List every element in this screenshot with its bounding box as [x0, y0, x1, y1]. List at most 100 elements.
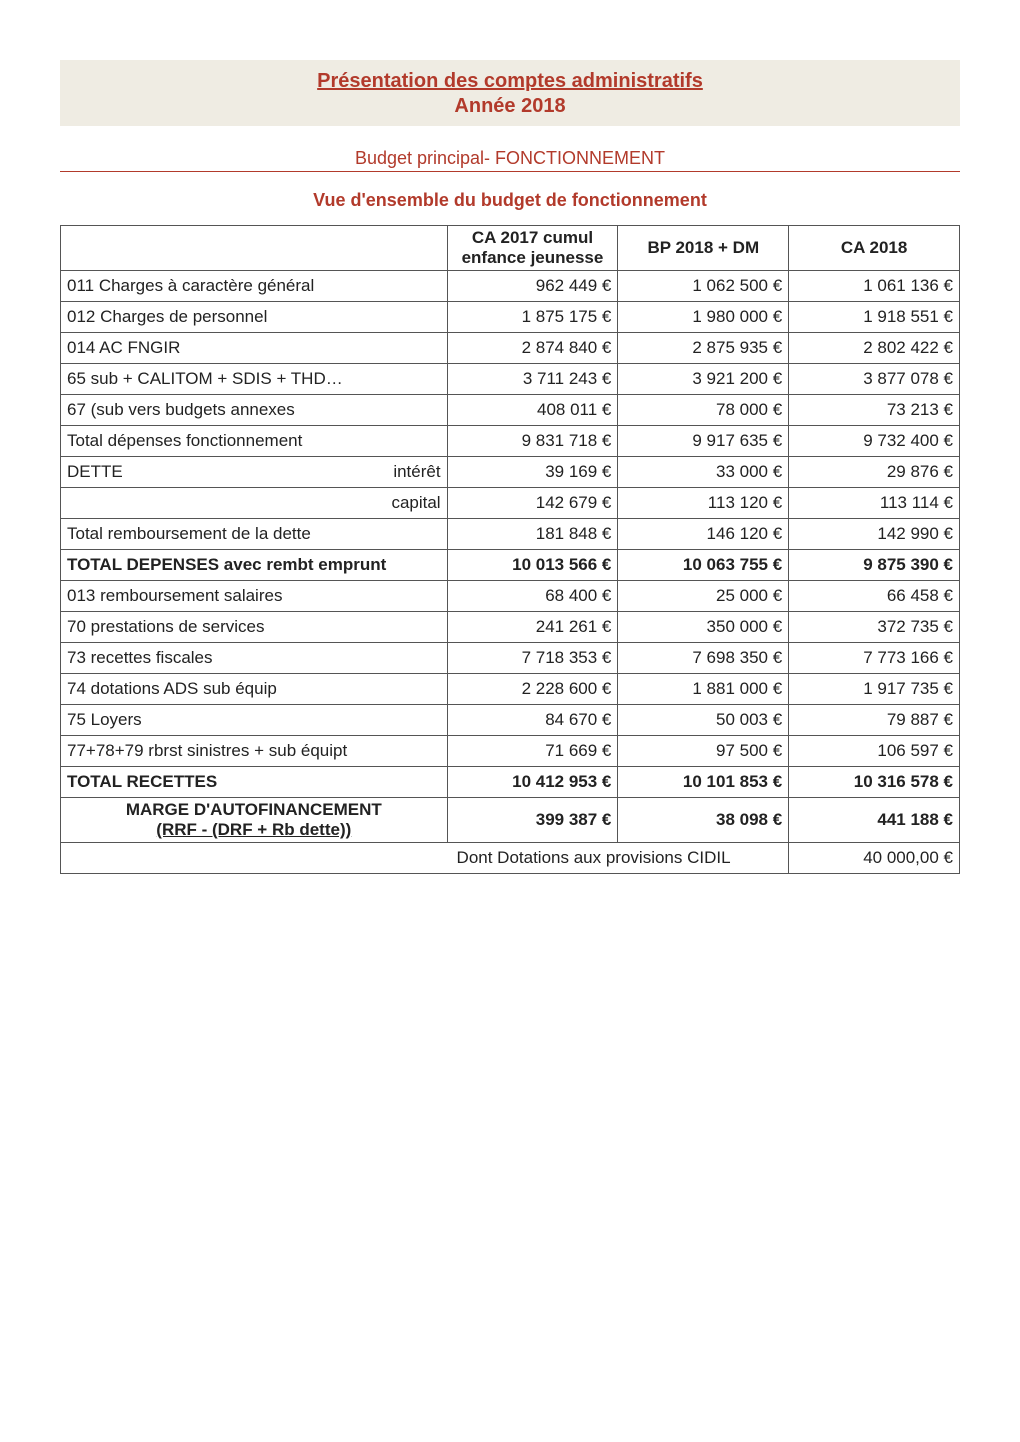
- cell-value: 1 875 175 €: [447, 302, 618, 333]
- cell-value: 1 881 000 €: [618, 674, 789, 705]
- cell-value: 10 063 755 €: [618, 550, 789, 581]
- table-row: 014 AC FNGIR 2 874 840 € 2 875 935 € 2 8…: [61, 333, 960, 364]
- cell-value: 9 875 390 €: [789, 550, 960, 581]
- cell-value: 113 114 €: [789, 488, 960, 519]
- cell-value: 142 990 €: [789, 519, 960, 550]
- cell-value: 1 980 000 €: [618, 302, 789, 333]
- cell-value: 106 597 €: [789, 736, 960, 767]
- cell-value: 33 000 €: [618, 457, 789, 488]
- table-row: 75 Loyers 84 670 € 50 003 € 79 887 €: [61, 705, 960, 736]
- row-label: Total dépenses fonctionnement: [61, 426, 448, 457]
- cell-value: 1 917 735 €: [789, 674, 960, 705]
- cell-value: 7 698 350 €: [618, 643, 789, 674]
- doc-year: Année 2018: [60, 95, 960, 118]
- cell-value: 73 213 €: [789, 395, 960, 426]
- cell-value: 3 921 200 €: [618, 364, 789, 395]
- cell-value: 441 188 €: [789, 798, 960, 843]
- row-label: 013 remboursement salaires: [61, 581, 448, 612]
- row-label: 67 (sub vers budgets annexes: [61, 395, 448, 426]
- cell-value: 142 679 €: [447, 488, 618, 519]
- table-row: 74 dotations ADS sub équip 2 228 600 € 1…: [61, 674, 960, 705]
- row-label: 65 sub + CALITOM + SDIS + THD…: [61, 364, 448, 395]
- document-page: Présentation des comptes administratifs …: [0, 0, 1020, 1442]
- row-label: TOTAL RECETTES: [61, 767, 448, 798]
- cell-value: 29 876 €: [789, 457, 960, 488]
- table-row-dette-capital: capital 142 679 € 113 120 € 113 114 €: [61, 488, 960, 519]
- dette-capital-label: capital: [61, 488, 448, 519]
- table-row: Total remboursement de la dette 181 848 …: [61, 519, 960, 550]
- cell-value: 10 101 853 €: [618, 767, 789, 798]
- cell-value: 113 120 €: [618, 488, 789, 519]
- cell-value: 350 000 €: [618, 612, 789, 643]
- section-title: Vue d'ensemble du budget de fonctionneme…: [60, 190, 960, 211]
- cell-value: 408 011 €: [447, 395, 618, 426]
- cell-value: 7 718 353 €: [447, 643, 618, 674]
- cell-value: 68 400 €: [447, 581, 618, 612]
- cell-value: 241 261 €: [447, 612, 618, 643]
- table-row: 011 Charges à caractère général 962 449 …: [61, 271, 960, 302]
- cell-value: 10 316 578 €: [789, 767, 960, 798]
- cell-value: 1 918 551 €: [789, 302, 960, 333]
- cell-value: 7 773 166 €: [789, 643, 960, 674]
- row-label: 012 Charges de personnel: [61, 302, 448, 333]
- header-blank: [61, 226, 448, 271]
- cell-value: 39 169 €: [447, 457, 618, 488]
- cell-value: 181 848 €: [447, 519, 618, 550]
- row-label-dette-interet: DETTE intérêt: [61, 457, 448, 488]
- table-row: 012 Charges de personnel 1 875 175 € 1 9…: [61, 302, 960, 333]
- table-row: 013 remboursement salaires 68 400 € 25 0…: [61, 581, 960, 612]
- cell-value: 3 877 078 €: [789, 364, 960, 395]
- row-label: 014 AC FNGIR: [61, 333, 448, 364]
- cell-value: 38 098 €: [618, 798, 789, 843]
- table-row-total-depenses: TOTAL DEPENSES avec rembt emprunt 10 013…: [61, 550, 960, 581]
- footnote-label: Dont Dotations aux provisions CIDIL: [61, 843, 789, 874]
- row-label: 75 Loyers: [61, 705, 448, 736]
- cell-value: 372 735 €: [789, 612, 960, 643]
- title-block: Présentation des comptes administratifs …: [60, 60, 960, 126]
- cell-value: 79 887 €: [789, 705, 960, 736]
- doc-subtitle: Budget principal- FONCTIONNEMENT: [60, 148, 960, 172]
- cell-value: 2 875 935 €: [618, 333, 789, 364]
- row-label: 73 recettes fiscales: [61, 643, 448, 674]
- table-row-marge: MARGE D'AUTOFINANCEMENT (RRF - (DRF + Rb…: [61, 798, 960, 843]
- row-label: TOTAL DEPENSES avec rembt emprunt: [61, 550, 448, 581]
- row-label: 011 Charges à caractère général: [61, 271, 448, 302]
- cell-value: 2 228 600 €: [447, 674, 618, 705]
- cell-value: 399 387 €: [447, 798, 618, 843]
- table-header-row: CA 2017 cumul enfance jeunesse BP 2018 +…: [61, 226, 960, 271]
- cell-value: 962 449 €: [447, 271, 618, 302]
- row-label: 77+78+79 rbrst sinistres + sub équipt: [61, 736, 448, 767]
- cell-value: 2 874 840 €: [447, 333, 618, 364]
- table-row: 73 recettes fiscales 7 718 353 € 7 698 3…: [61, 643, 960, 674]
- dette-label: DETTE: [67, 462, 123, 482]
- row-label: Total remboursement de la dette: [61, 519, 448, 550]
- cell-value: 9 917 635 €: [618, 426, 789, 457]
- cell-value: 97 500 €: [618, 736, 789, 767]
- col-header-ca2018: CA 2018: [789, 226, 960, 271]
- cell-value: 146 120 €: [618, 519, 789, 550]
- cell-value: 1 062 500 €: [618, 271, 789, 302]
- row-label: 70 prestations de services: [61, 612, 448, 643]
- marge-label-line1: MARGE D'AUTOFINANCEMENT: [126, 800, 382, 819]
- cell-value: 9 732 400 €: [789, 426, 960, 457]
- doc-title: Présentation des comptes administratifs: [60, 70, 960, 93]
- cell-value: 84 670 €: [447, 705, 618, 736]
- col-header-bp2018: BP 2018 + DM: [618, 226, 789, 271]
- marge-label-line2: (RRF - (DRF + Rb dette)): [156, 820, 351, 839]
- col-header-ca2017: CA 2017 cumul enfance jeunesse: [447, 226, 618, 271]
- cell-value: 10 013 566 €: [447, 550, 618, 581]
- footnote-value: 40 000,00 €: [789, 843, 960, 874]
- table-row-dette-interet: DETTE intérêt 39 169 € 33 000 € 29 876 €: [61, 457, 960, 488]
- col-header-ca2017-line1: CA 2017 cumul: [454, 228, 612, 248]
- table-row-total-recettes: TOTAL RECETTES 10 412 953 € 10 101 853 €…: [61, 767, 960, 798]
- dette-interet-label: intérêt: [393, 462, 440, 482]
- table-row: Total dépenses fonctionnement 9 831 718 …: [61, 426, 960, 457]
- table-row: 65 sub + CALITOM + SDIS + THD… 3 711 243…: [61, 364, 960, 395]
- cell-value: 25 000 €: [618, 581, 789, 612]
- table-row: 67 (sub vers budgets annexes 408 011 € 7…: [61, 395, 960, 426]
- row-label: 74 dotations ADS sub équip: [61, 674, 448, 705]
- cell-value: 1 061 136 €: [789, 271, 960, 302]
- cell-value: 9 831 718 €: [447, 426, 618, 457]
- cell-value: 78 000 €: [618, 395, 789, 426]
- cell-value: 50 003 €: [618, 705, 789, 736]
